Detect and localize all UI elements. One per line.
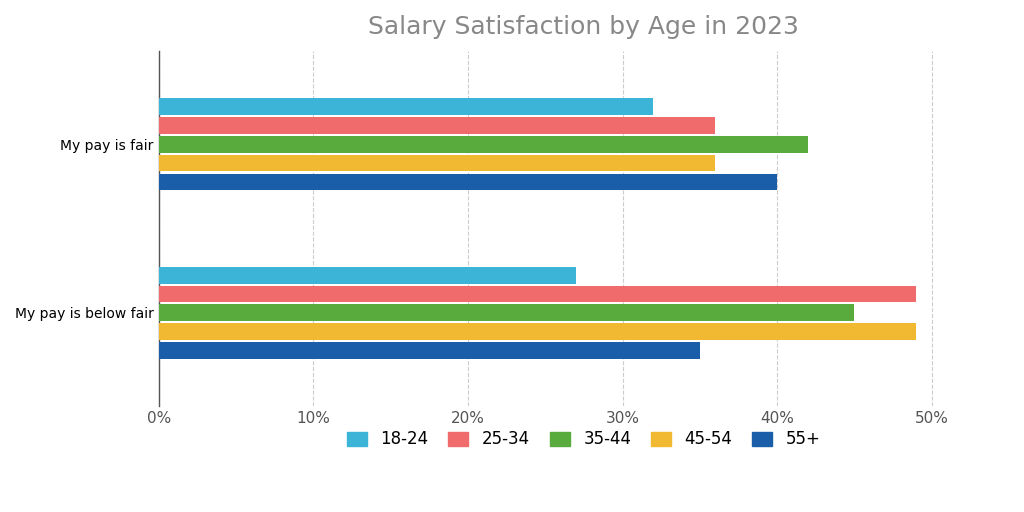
Bar (159, 305, 854, 322)
Bar (159, 343, 699, 359)
Bar (159, 267, 577, 284)
Title: Salary Satisfaction by Age in 2023: Salary Satisfaction by Age in 2023 (369, 15, 800, 39)
Legend: 18-24, 25-34, 35-44, 45-54, 55+: 18-24, 25-34, 35-44, 45-54, 55+ (340, 423, 827, 455)
Bar (159, 117, 716, 134)
Bar (159, 286, 916, 303)
Bar (159, 174, 777, 190)
Bar (159, 324, 916, 340)
Bar (159, 155, 716, 172)
Bar (159, 136, 808, 153)
Bar (159, 98, 653, 115)
